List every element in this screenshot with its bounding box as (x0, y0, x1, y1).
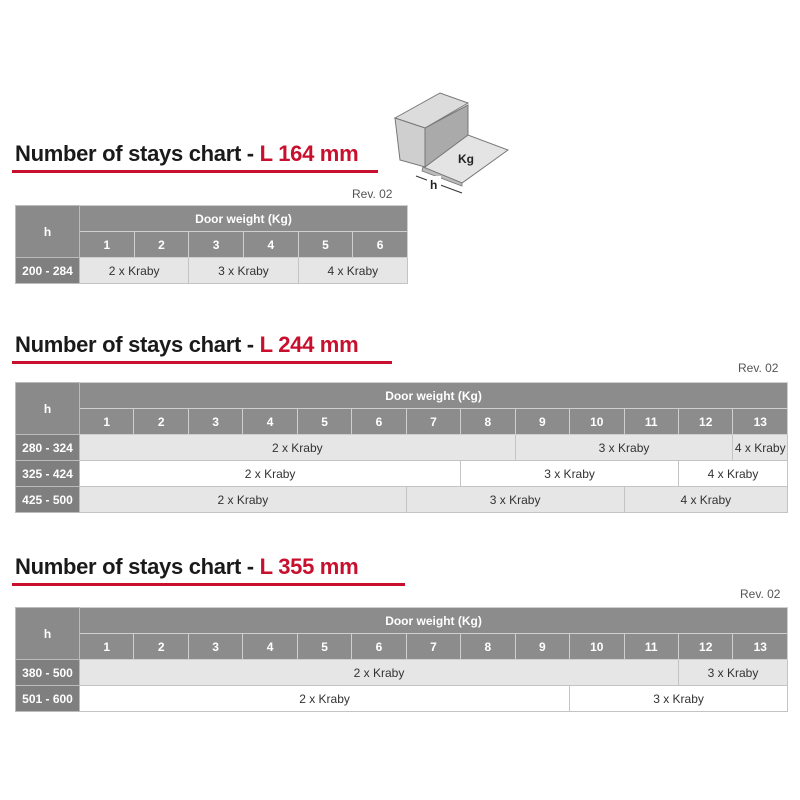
weight-column-header: 9 (514, 633, 571, 660)
weight-column-header: 13 (732, 408, 789, 435)
stays-table-l244: h Door weight (Kg) 1 2 3 4 5 6 7 8 9 10 11 12 13 280 - … (15, 382, 789, 513)
weight-column-header: 7 (405, 408, 462, 435)
weight-column-header: 1 (78, 633, 135, 660)
weight-column-header: 7 (405, 633, 462, 660)
stay-count-cell: 2 x Kraby (79, 434, 516, 461)
weight-column-header: 10 (569, 408, 625, 435)
weight-column-header: 3 (187, 633, 244, 660)
weight-column-header: 12 (677, 408, 734, 435)
weight-column-header: 1 (78, 408, 135, 435)
title-underline (12, 170, 378, 173)
stay-count-cell: 4 x Kraby (623, 486, 789, 513)
table-row: 425 - 500 2 x Kraby 3 x Kraby 4 x Kraby (15, 486, 789, 513)
table-row: 501 - 600 2 x Kraby 3 x Kraby (15, 685, 789, 712)
stay-count-cell: 2 x Kraby (78, 685, 571, 712)
stay-count-cell: 2 x Kraby (78, 257, 190, 284)
door-box-icon: Kg h (393, 92, 510, 194)
weight-column-header: 3 (188, 231, 244, 258)
weight-column-header: 2 (133, 231, 190, 258)
revision-label: Rev. 02 (740, 587, 781, 601)
table-row: 280 - 324 2 x Kraby 3 x Kraby 4 x Kraby (15, 434, 789, 461)
stay-count-cell: 3 x Kraby (569, 685, 789, 712)
stay-count-cell: 3 x Kraby (405, 486, 625, 513)
stay-count-cell: 3 x Kraby (188, 257, 299, 284)
door-weight-header: Door weight (Kg) (78, 382, 789, 409)
stay-count-cell: 3 x Kraby (677, 659, 789, 686)
weight-column-header: 5 (296, 633, 353, 660)
stay-count-cell: 2 x Kraby (79, 486, 407, 513)
height-range: 325 - 424 (15, 460, 80, 487)
height-range: 200 - 284 (15, 257, 80, 284)
weight-label: Kg (458, 152, 474, 166)
door-weight-header: Door weight (Kg) (78, 607, 789, 634)
weight-column-header: 11 (623, 633, 679, 660)
stay-count-cell: 2 x Kraby (78, 460, 462, 487)
h-header: h (15, 607, 80, 660)
stay-count-cell: 2 x Kraby (79, 659, 679, 686)
chart-title-2: Number of stays chart - L 244 mm (15, 332, 359, 357)
stays-table-l355: h Door weight (Kg) 1 2 3 4 5 6 7 8 9 10 11 12 13 380 - … (15, 607, 789, 712)
title-underline (12, 361, 392, 364)
weight-column-header: 6 (351, 633, 407, 660)
weight-column-header: 13 (732, 633, 789, 660)
stay-count-cell: 4 x Kraby (677, 460, 789, 487)
height-range: 280 - 324 (15, 434, 80, 461)
weight-column-header: 6 (352, 231, 408, 258)
height-range: 501 - 600 (15, 685, 80, 712)
weight-column-header: 6 (351, 408, 407, 435)
stay-count-cell: 4 x Kraby (297, 257, 409, 284)
weight-column-header: 12 (677, 633, 734, 660)
weight-column-header: 4 (242, 633, 298, 660)
weight-column-header: 9 (514, 408, 571, 435)
h-header: h (15, 205, 80, 258)
height-range: 380 - 500 (15, 659, 80, 686)
weight-column-header: 4 (242, 231, 299, 258)
height-label: h (430, 178, 437, 192)
weight-column-header: 4 (242, 408, 298, 435)
weight-column-header: 11 (623, 408, 679, 435)
weight-column-header: 2 (133, 633, 189, 660)
title-underline (12, 583, 405, 586)
stay-count-cell: 4 x Kraby (732, 434, 789, 461)
weight-column-header: 10 (569, 633, 625, 660)
door-weight-header: Door weight (Kg) (79, 205, 408, 232)
stay-count-cell: 3 x Kraby (514, 434, 734, 461)
weight-column-header: 2 (133, 408, 189, 435)
height-range: 425 - 500 (15, 486, 80, 513)
chart-title-3: Number of stays chart - L 355 mm (15, 554, 359, 579)
table-row: 200 - 284 2 x Kraby 3 x Kraby 4 x Kraby (15, 257, 409, 284)
table-row: 325 - 424 2 x Kraby 3 x Kraby 4 x Kraby (15, 460, 789, 487)
stays-table-l164: h Door weight (Kg) 1 2 3 4 5 6 200 - 284 2 x Krab… (15, 205, 409, 284)
weight-column-header: 1 (79, 231, 135, 258)
stay-count-cell: 3 x Kraby (460, 460, 679, 487)
chart-title-1: Number of stays chart - L 164 mm (15, 141, 359, 166)
table-row: 380 - 500 2 x Kraby 3 x Kraby (15, 659, 789, 686)
weight-column-header: 8 (460, 633, 516, 660)
revision-label: Rev. 02 (738, 361, 779, 375)
weight-column-header: 5 (296, 408, 353, 435)
revision-label: Rev. 02 (352, 187, 393, 201)
h-header: h (15, 382, 80, 435)
weight-column-header: 3 (187, 408, 244, 435)
weight-column-header: 5 (297, 231, 354, 258)
weight-column-header: 8 (460, 408, 516, 435)
